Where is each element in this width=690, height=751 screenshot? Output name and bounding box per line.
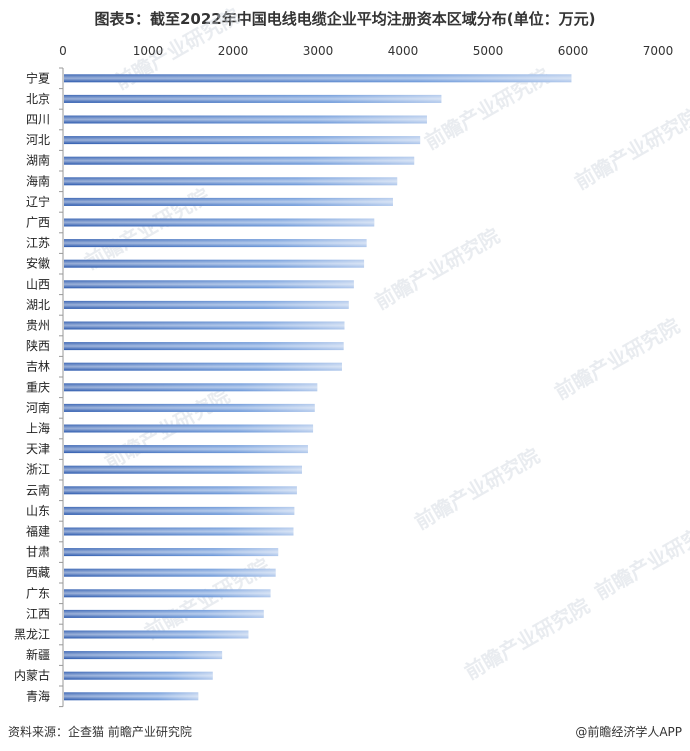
- category-label: 上海: [26, 421, 50, 436]
- x-tick-label: 4000: [388, 44, 419, 58]
- bar-highlight: [64, 568, 276, 577]
- x-tick-label: 0: [59, 44, 67, 58]
- category-label: 江西: [26, 607, 50, 621]
- x-tick-label: 1000: [133, 44, 164, 58]
- bar-highlight: [64, 527, 294, 536]
- bar-highlight: [64, 115, 427, 124]
- source-note: 资料来源：企查猫 前瞻产业研究院: [8, 725, 192, 739]
- bar-highlight: [64, 280, 354, 289]
- bar-highlight: [64, 589, 271, 598]
- bar-highlight: [64, 177, 398, 186]
- watermark-text: 前瞻产业研究院: [461, 594, 594, 685]
- bar-highlight: [64, 609, 264, 618]
- watermark-text: 前瞻产业研究院: [551, 314, 684, 405]
- bar-highlight: [64, 671, 213, 680]
- category-label: 云南: [26, 482, 50, 497]
- bar-highlight: [64, 156, 415, 165]
- bar-highlight: [64, 465, 302, 474]
- bar-highlight: [64, 651, 223, 660]
- bar-highlight: [64, 445, 308, 454]
- bar-highlight: [64, 136, 421, 145]
- bar-highlight: [64, 218, 375, 227]
- bar-highlight: [64, 486, 297, 495]
- category-label: 河南: [26, 400, 50, 415]
- category-label: 山西: [26, 277, 50, 291]
- category-label: 四川: [26, 113, 50, 127]
- category-label: 陕西: [26, 338, 50, 353]
- bar-highlight: [64, 300, 349, 309]
- bar-highlight: [64, 74, 572, 83]
- category-label: 内蒙古: [14, 668, 50, 683]
- x-tick-label: 3000: [303, 44, 334, 58]
- category-label: 贵州: [26, 319, 50, 333]
- category-label: 吉林: [26, 360, 50, 374]
- category-label: 黑龙江: [14, 628, 50, 642]
- bar-highlight: [64, 259, 365, 268]
- category-label: 浙江: [26, 463, 50, 477]
- category-label: 北京: [26, 92, 50, 106]
- watermark-text: 前瞻产业研究院: [371, 224, 504, 315]
- bar-highlight: [64, 94, 442, 103]
- category-label: 新疆: [26, 647, 50, 662]
- category-label: 江苏: [26, 236, 50, 250]
- x-tick-label: 7000: [643, 44, 674, 58]
- bar-highlight: [64, 506, 295, 515]
- bar-highlight: [64, 548, 279, 557]
- bar-highlight: [64, 424, 314, 433]
- bar-highlight: [64, 630, 249, 639]
- category-label: 辽宁: [26, 194, 50, 209]
- bar-highlight: [64, 403, 315, 412]
- category-label: 山东: [26, 504, 50, 518]
- category-label: 福建: [26, 524, 50, 539]
- category-label: 广东: [26, 586, 50, 600]
- bar-highlight: [64, 362, 342, 371]
- category-label: 安徽: [26, 256, 50, 271]
- category-label: 宁夏: [26, 70, 50, 85]
- category-label: 湖南: [26, 153, 50, 168]
- credit-note: @前瞻经济学人APP: [575, 725, 682, 739]
- category-label: 海南: [26, 173, 50, 188]
- x-tick-label: 5000: [473, 44, 504, 58]
- y-axis: 宁夏北京四川河北湖南海南辽宁广西江苏安徽山西湖北贵州陕西吉林重庆河南上海天津浙江…: [14, 67, 64, 708]
- x-tick-label: 2000: [218, 44, 249, 58]
- x-tick-label: 6000: [558, 44, 589, 58]
- bar-highlight: [64, 692, 199, 701]
- category-label: 重庆: [26, 380, 50, 394]
- bars: [64, 74, 572, 701]
- bar-highlight: [64, 197, 393, 206]
- x-axis: 0 1000 2000 3000 4000 5000 6000 7000: [59, 44, 673, 58]
- category-label: 广西: [26, 216, 50, 230]
- watermark-text: 前瞻产业研究院: [571, 104, 690, 195]
- bar-highlight: [64, 239, 367, 248]
- category-label: 天津: [26, 442, 50, 456]
- category-label: 湖北: [26, 297, 50, 312]
- category-label: 西藏: [26, 566, 50, 580]
- category-label: 甘肃: [26, 545, 50, 559]
- bar-highlight: [64, 321, 345, 330]
- category-label: 青海: [26, 688, 50, 703]
- chart-title: 图表5：截至2022年中国电线电缆企业平均注册资本区域分布(单位：万元): [94, 10, 596, 28]
- watermark-text: 前瞻产业研究院: [591, 514, 690, 605]
- bar-highlight: [64, 383, 318, 392]
- bar-highlight: [64, 342, 344, 351]
- category-label: 河北: [26, 133, 50, 147]
- watermark-text: 前瞻产业研究院: [411, 444, 544, 535]
